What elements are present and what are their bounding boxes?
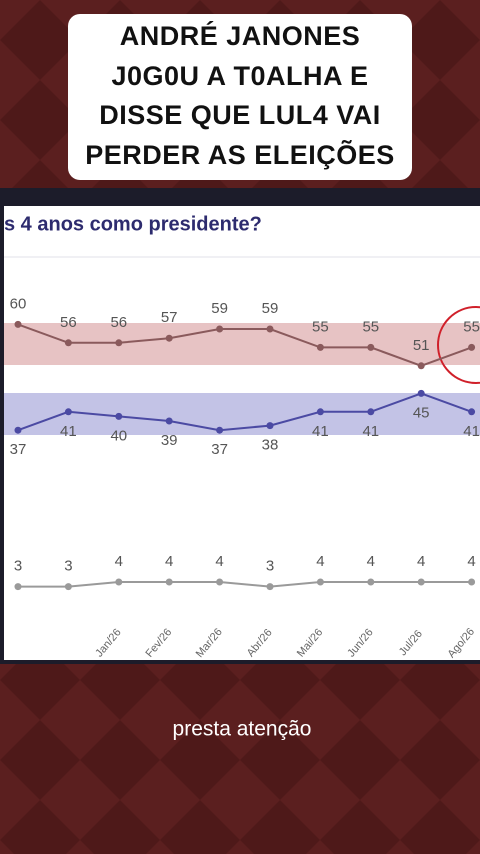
data-label: 4 <box>165 553 173 570</box>
data-label: 55 <box>312 318 329 335</box>
data-label: 40 <box>110 427 127 444</box>
data-label: 60 <box>10 295 27 312</box>
data-label: 4 <box>215 553 223 570</box>
data-label: 4 <box>467 553 475 570</box>
data-label: 56 <box>60 314 77 331</box>
header-line: PERDER AS ELEIÇÕES <box>85 139 395 170</box>
series-line <box>17 392 472 432</box>
point <box>316 578 324 586</box>
data-label: 3 <box>64 558 72 575</box>
highlight-circle <box>437 306 480 384</box>
point <box>367 343 375 351</box>
point <box>14 320 22 328</box>
data-label: 38 <box>262 437 279 454</box>
data-label: 45 <box>413 404 430 421</box>
point <box>14 583 22 591</box>
point <box>266 583 274 591</box>
chart-title: s 4 anos como presidente? <box>4 213 262 235</box>
point <box>115 578 123 586</box>
point <box>266 422 274 430</box>
point <box>468 343 476 351</box>
point <box>417 362 425 370</box>
point <box>367 408 375 416</box>
data-label: 4 <box>316 553 324 570</box>
data-label: 4 <box>115 553 123 570</box>
point <box>115 339 123 347</box>
header-line: ANDRÉ JANONES <box>120 20 361 51</box>
data-label: 4 <box>367 553 375 570</box>
data-label: 59 <box>262 300 279 317</box>
header-box <box>68 14 412 180</box>
data-label: 59 <box>211 300 228 317</box>
data-label: 51 <box>413 337 430 354</box>
point <box>417 578 425 586</box>
point <box>64 339 72 347</box>
data-label: 56 <box>110 314 127 331</box>
data-label: 37 <box>10 441 27 458</box>
data-label: 39 <box>161 432 178 449</box>
series-line <box>18 581 472 588</box>
point <box>316 408 324 416</box>
point <box>165 578 173 586</box>
header-line: J0G0U A T0ALHA E <box>111 61 368 91</box>
data-label: 41 <box>312 423 329 440</box>
point <box>64 583 72 591</box>
data-label: 41 <box>463 423 480 440</box>
point <box>216 578 224 586</box>
point <box>266 325 274 333</box>
point <box>468 578 476 586</box>
point <box>216 426 224 434</box>
data-label: 41 <box>60 423 77 440</box>
point <box>14 426 22 434</box>
data-label: 55 <box>463 318 480 335</box>
data-label: 37 <box>211 441 228 458</box>
point <box>468 408 476 416</box>
data-label: 3 <box>14 558 22 575</box>
point <box>367 578 375 586</box>
header-line: DISSE QUE LUL4 VAI <box>99 100 381 130</box>
data-label: 4 <box>417 553 425 570</box>
data-label: 41 <box>362 423 379 440</box>
point <box>165 417 173 425</box>
caption: presta atenção <box>173 718 312 741</box>
point <box>316 343 324 351</box>
point <box>216 325 224 333</box>
point <box>115 412 123 420</box>
data-label: 57 <box>161 309 178 326</box>
data-label: 3 <box>266 558 274 575</box>
point <box>64 408 72 416</box>
series-line <box>17 323 472 367</box>
data-label: 55 <box>362 318 379 335</box>
point <box>165 334 173 342</box>
point <box>417 389 425 397</box>
